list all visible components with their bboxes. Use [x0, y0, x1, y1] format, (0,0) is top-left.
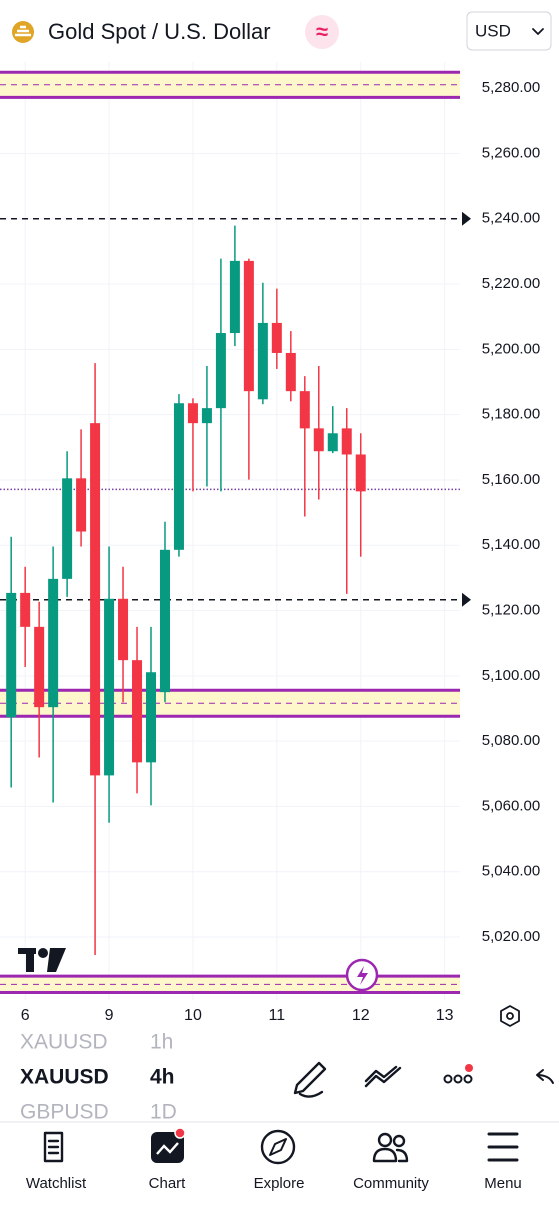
- candle-body: [76, 478, 87, 532]
- symbol-interval[interactable]: 1h: [150, 1031, 173, 1054]
- chart-dot: [174, 1127, 186, 1139]
- symbol-name[interactable]: GBPUSD: [20, 1101, 109, 1124]
- symbol-logo: [12, 21, 34, 43]
- chart-icon[interactable]: [151, 1132, 184, 1163]
- symbol-name[interactable]: XAUUSD: [20, 1031, 108, 1054]
- y-tick-label: 5,140.00: [482, 536, 540, 553]
- lightning-icon: [357, 966, 368, 985]
- candle-body: [159, 549, 170, 693]
- explore-icon[interactable]: [260, 1129, 296, 1165]
- candle-body: [257, 322, 268, 400]
- candle-body: [327, 433, 338, 452]
- candle-body: [146, 672, 157, 763]
- candle-body: [229, 260, 240, 334]
- candle-body: [271, 322, 282, 353]
- candle-body: [285, 352, 296, 392]
- y-tick-label: 5,020.00: [482, 928, 540, 945]
- plot-area: [0, 50, 460, 1000]
- y-tick-label: 5,200.00: [482, 340, 540, 357]
- candle-body: [215, 333, 226, 409]
- candle-body: [341, 428, 352, 455]
- nav-label[interactable]: Watchlist: [26, 1175, 87, 1192]
- symbol-name[interactable]: XAUUSD: [20, 1066, 109, 1089]
- candle-body: [173, 403, 184, 550]
- badge[interactable]: ≈: [316, 19, 328, 44]
- y-tick-label: 5,040.00: [482, 863, 540, 880]
- currency-select[interactable]: [466, 11, 552, 51]
- trend-icon[interactable]: [364, 1065, 402, 1088]
- menu-icon[interactable]: [487, 1132, 519, 1162]
- candle-body: [313, 428, 324, 452]
- zone-fill: [0, 72, 460, 98]
- candle-body: [90, 423, 101, 776]
- level-marker: [462, 592, 471, 607]
- community-icon[interactable]: [372, 1132, 409, 1163]
- y-tick-label: 5,060.00: [482, 797, 540, 814]
- symbol-title: Gold Spot / U.S. Dollar: [48, 19, 271, 44]
- zone-fill: [0, 690, 460, 717]
- y-tick-label: 5,240.00: [482, 210, 540, 227]
- y-tick-label: 5,220.00: [482, 275, 540, 292]
- symbol-interval[interactable]: 1D: [150, 1101, 177, 1124]
- settings-icon-center: [506, 1012, 514, 1020]
- badge-bg: [305, 15, 339, 49]
- x-tick-label: 13: [436, 1007, 454, 1024]
- y-tick-label: 5,180.00: [482, 406, 540, 423]
- zone-fill: [0, 976, 460, 993]
- watchlist-icon[interactable]: [43, 1131, 64, 1163]
- nav-label[interactable]: Explore: [254, 1175, 305, 1192]
- candle-body: [62, 478, 73, 579]
- x-tick-label: 9: [105, 1007, 114, 1024]
- x-tick-label: 11: [269, 1007, 286, 1024]
- settings-icon[interactable]: [500, 1005, 520, 1027]
- candle-body: [104, 598, 115, 776]
- y-tick-label: 5,260.00: [482, 144, 540, 161]
- more-icon[interactable]: [443, 1064, 474, 1084]
- candle-body: [132, 660, 143, 763]
- y-tick-label: 5,160.00: [482, 471, 540, 488]
- symbol-interval[interactable]: 4h: [150, 1066, 175, 1089]
- chevron-icon: [532, 28, 544, 35]
- x-tick-label: 6: [21, 1007, 30, 1024]
- header-bar: [0, 0, 559, 62]
- level-marker: [462, 211, 471, 226]
- symbol-list: XAUUSD 1h XAUUSD 4h GBPUSD 1D: [20, 1031, 177, 1124]
- draw-icon[interactable]: [293, 1061, 327, 1098]
- candle-body: [243, 260, 254, 392]
- nav-label[interactable]: Menu: [484, 1175, 522, 1192]
- x-tick-label: 10: [184, 1007, 202, 1024]
- nav-label[interactable]: Community: [353, 1175, 429, 1192]
- nav-label[interactable]: Chart: [149, 1175, 187, 1192]
- candle-body: [299, 391, 310, 429]
- candle-body: [34, 626, 45, 708]
- y-tick-label: 5,120.00: [482, 602, 540, 619]
- tv-logo: [18, 948, 66, 972]
- x-tick-label: 12: [352, 1007, 370, 1024]
- candle-body: [187, 403, 198, 424]
- y-tick-label: 5,080.00: [482, 732, 540, 749]
- candle-body: [6, 592, 17, 718]
- currency-label: USD: [475, 21, 511, 40]
- undo-icon[interactable]: [536, 1069, 554, 1084]
- candle-body: [118, 598, 129, 661]
- candle-body: [201, 408, 212, 424]
- candle-body: [355, 454, 366, 492]
- y-tick-label: 5,100.00: [482, 667, 540, 684]
- candle-body: [48, 578, 59, 708]
- y-tick-label: 5,280.00: [482, 79, 540, 96]
- candle-body: [20, 592, 31, 627]
- axes: 5,020.00 5,040.00 5,060.00 5,080.00 5,100.00…: [21, 79, 540, 1024]
